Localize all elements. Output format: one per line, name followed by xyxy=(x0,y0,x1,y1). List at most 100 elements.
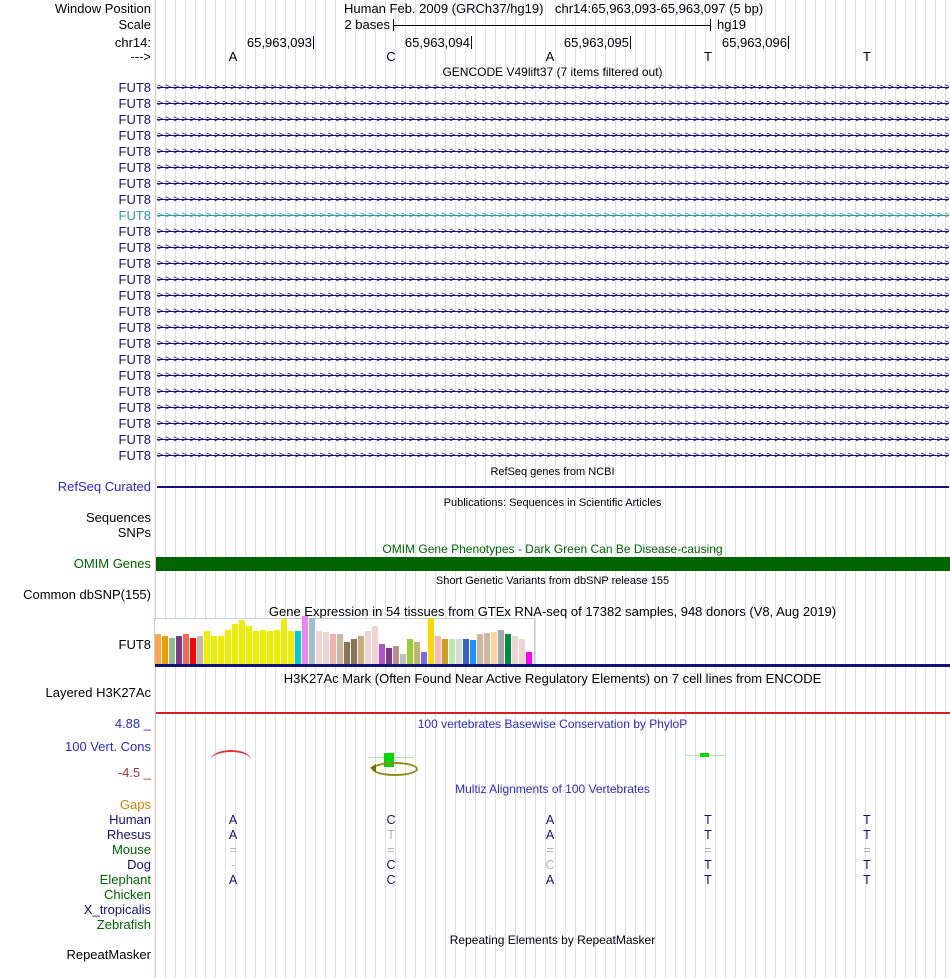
gtex-tissue-bar[interactable] xyxy=(155,634,161,664)
gtex-tissue-bar[interactable] xyxy=(295,631,301,664)
dbsnp-track-label[interactable]: Common dbSNP(155) xyxy=(23,587,151,602)
phylop-track-label[interactable]: 100 Vert. Cons xyxy=(65,739,151,754)
gtex-tissue-bar[interactable] xyxy=(491,632,497,664)
gencode-gene-label[interactable]: FUT8 xyxy=(118,160,152,175)
gtex-tissue-bar[interactable] xyxy=(239,620,245,664)
h3k27ac-signal-line[interactable] xyxy=(156,712,950,714)
gtex-tissue-bar[interactable] xyxy=(162,636,168,664)
gtex-tissue-bar[interactable] xyxy=(505,634,511,664)
gencode-gene-label[interactable]: FUT8 xyxy=(118,224,152,239)
refseq-curated-label[interactable]: RefSeq Curated xyxy=(57,479,151,494)
gencode-gene-label[interactable]: FUT8 xyxy=(118,384,152,399)
gtex-tissue-bar[interactable] xyxy=(477,634,483,664)
gencode-gene-row[interactable]: >>>>>>>>>>>>>>>>>>>>>>>>>>>>>>>>>>>>>>>>… xyxy=(157,208,949,224)
gtex-tissue-bar[interactable] xyxy=(183,634,189,664)
gtex-tissue-bar[interactable] xyxy=(323,632,329,664)
gencode-gene-row[interactable]: >>>>>>>>>>>>>>>>>>>>>>>>>>>>>>>>>>>>>>>>… xyxy=(157,176,949,192)
gtex-tissue-bar[interactable] xyxy=(267,631,273,664)
gencode-gene-label[interactable]: FUT8 xyxy=(118,416,152,431)
gencode-gene-label[interactable]: FUT8 xyxy=(118,80,152,95)
gencode-gene-row[interactable]: >>>>>>>>>>>>>>>>>>>>>>>>>>>>>>>>>>>>>>>>… xyxy=(157,352,949,368)
phylop-positive-dash[interactable] xyxy=(700,753,709,757)
sequences-track-label[interactable]: Sequences xyxy=(85,510,151,525)
gtex-tissue-bar[interactable] xyxy=(512,636,518,664)
gencode-gene-row[interactable]: >>>>>>>>>>>>>>>>>>>>>>>>>>>>>>>>>>>>>>>>… xyxy=(157,400,949,416)
refseq-gene-item[interactable] xyxy=(157,486,949,488)
multiz-species-label[interactable]: Chicken xyxy=(104,887,151,902)
gtex-tissue-bar[interactable] xyxy=(428,618,434,664)
gtex-tissue-bar[interactable] xyxy=(393,646,399,664)
gencode-gene-row[interactable]: >>>>>>>>>>>>>>>>>>>>>>>>>>>>>>>>>>>>>>>>… xyxy=(157,416,949,432)
gtex-tissue-bar[interactable] xyxy=(456,639,462,664)
gencode-gene-row[interactable]: >>>>>>>>>>>>>>>>>>>>>>>>>>>>>>>>>>>>>>>>… xyxy=(157,224,949,240)
gtex-tissue-bar[interactable] xyxy=(498,630,504,664)
gencode-gene-label[interactable]: FUT8 xyxy=(118,208,152,223)
multiz-species-label[interactable]: Zebrafish xyxy=(96,917,151,932)
gtex-tissue-bar[interactable] xyxy=(274,630,280,664)
gencode-gene-label[interactable]: FUT8 xyxy=(118,128,152,143)
multiz-species-label[interactable]: Dog xyxy=(127,857,151,872)
gtex-tissue-bar[interactable] xyxy=(435,636,441,664)
gtex-tissue-bar[interactable] xyxy=(351,639,357,664)
gtex-tissue-bar[interactable] xyxy=(372,626,378,664)
gencode-gene-label[interactable]: FUT8 xyxy=(118,400,152,415)
gencode-gene-row[interactable]: >>>>>>>>>>>>>>>>>>>>>>>>>>>>>>>>>>>>>>>>… xyxy=(157,160,949,176)
gencode-gene-row[interactable]: >>>>>>>>>>>>>>>>>>>>>>>>>>>>>>>>>>>>>>>>… xyxy=(157,240,949,256)
gtex-tissue-bar[interactable] xyxy=(246,626,252,664)
gtex-tissue-bar[interactable] xyxy=(225,630,231,664)
gencode-gene-row[interactable]: >>>>>>>>>>>>>>>>>>>>>>>>>>>>>>>>>>>>>>>>… xyxy=(157,368,949,384)
gtex-tissue-bar[interactable] xyxy=(260,630,266,664)
gencode-gene-row[interactable]: >>>>>>>>>>>>>>>>>>>>>>>>>>>>>>>>>>>>>>>>… xyxy=(157,448,949,464)
gtex-tissue-bar[interactable] xyxy=(463,639,469,664)
gencode-gene-label[interactable]: FUT8 xyxy=(118,96,152,111)
gtex-tissue-bar[interactable] xyxy=(232,624,238,664)
multiz-species-label[interactable]: Gaps xyxy=(119,797,151,812)
multiz-species-label[interactable]: X_tropicalis xyxy=(83,902,151,917)
repeatmasker-track-label[interactable]: RepeatMasker xyxy=(66,947,151,962)
phylop-positive-bar[interactable] xyxy=(384,753,394,767)
gtex-tissue-bar[interactable] xyxy=(204,631,210,664)
gencode-gene-row[interactable]: >>>>>>>>>>>>>>>>>>>>>>>>>>>>>>>>>>>>>>>>… xyxy=(157,384,949,400)
gtex-tissue-bar[interactable] xyxy=(365,631,371,664)
gtex-tissue-bar[interactable] xyxy=(211,636,217,664)
gtex-tissue-bar[interactable] xyxy=(176,636,182,664)
gtex-tissue-bar[interactable] xyxy=(400,654,406,664)
gtex-tissue-bar[interactable] xyxy=(442,639,448,664)
gencode-gene-label[interactable]: FUT8 xyxy=(118,256,152,271)
gencode-gene-row[interactable]: >>>>>>>>>>>>>>>>>>>>>>>>>>>>>>>>>>>>>>>>… xyxy=(157,192,949,208)
multiz-species-label[interactable]: Rhesus xyxy=(106,827,151,842)
multiz-species-label[interactable]: Elephant xyxy=(99,872,151,887)
gencode-gene-label[interactable]: FUT8 xyxy=(118,288,152,303)
gencode-gene-label[interactable]: FUT8 xyxy=(118,112,152,127)
h3k27ac-track-label[interactable]: Layered H3K27Ac xyxy=(45,685,151,700)
gtex-bars[interactable] xyxy=(155,616,535,664)
gencode-gene-row[interactable]: >>>>>>>>>>>>>>>>>>>>>>>>>>>>>>>>>>>>>>>>… xyxy=(157,80,949,96)
gencode-gene-row[interactable]: >>>>>>>>>>>>>>>>>>>>>>>>>>>>>>>>>>>>>>>>… xyxy=(157,288,949,304)
gtex-tissue-bar[interactable] xyxy=(190,638,196,664)
gencode-gene-label[interactable]: FUT8 xyxy=(118,432,152,447)
gencode-gene-row[interactable]: >>>>>>>>>>>>>>>>>>>>>>>>>>>>>>>>>>>>>>>>… xyxy=(157,432,949,448)
gencode-gene-label[interactable]: FUT8 xyxy=(118,304,152,319)
gtex-tissue-bar[interactable] xyxy=(484,633,490,664)
gtex-tissue-bar[interactable] xyxy=(337,634,343,664)
gencode-gene-label[interactable]: FUT8 xyxy=(118,176,152,191)
gencode-gene-label[interactable]: FUT8 xyxy=(118,320,152,335)
phylop-negative-ellipse[interactable] xyxy=(372,762,418,776)
gencode-gene-label[interactable]: FUT8 xyxy=(118,368,152,383)
gtex-tissue-bar[interactable] xyxy=(407,639,413,664)
gtex-tissue-bar[interactable] xyxy=(519,639,525,664)
multiz-species-label[interactable]: Mouse xyxy=(111,842,151,857)
snps-track-label[interactable]: SNPs xyxy=(117,525,151,540)
gtex-tissue-bar[interactable] xyxy=(169,638,175,664)
gencode-gene-label[interactable]: FUT8 xyxy=(118,144,152,159)
gtex-tissue-bar[interactable] xyxy=(302,616,308,664)
gencode-gene-row[interactable]: >>>>>>>>>>>>>>>>>>>>>>>>>>>>>>>>>>>>>>>>… xyxy=(157,144,949,160)
gtex-tissue-bar[interactable] xyxy=(309,618,315,664)
gencode-gene-row[interactable]: >>>>>>>>>>>>>>>>>>>>>>>>>>>>>>>>>>>>>>>>… xyxy=(157,96,949,112)
gencode-gene-row[interactable]: >>>>>>>>>>>>>>>>>>>>>>>>>>>>>>>>>>>>>>>>… xyxy=(157,304,949,320)
gencode-gene-label[interactable]: FUT8 xyxy=(118,448,152,463)
gtex-tissue-bar[interactable] xyxy=(344,642,350,664)
gtex-tissue-bar[interactable] xyxy=(379,644,385,664)
gencode-gene-row[interactable]: >>>>>>>>>>>>>>>>>>>>>>>>>>>>>>>>>>>>>>>>… xyxy=(157,336,949,352)
gtex-tissue-bar[interactable] xyxy=(414,642,420,664)
